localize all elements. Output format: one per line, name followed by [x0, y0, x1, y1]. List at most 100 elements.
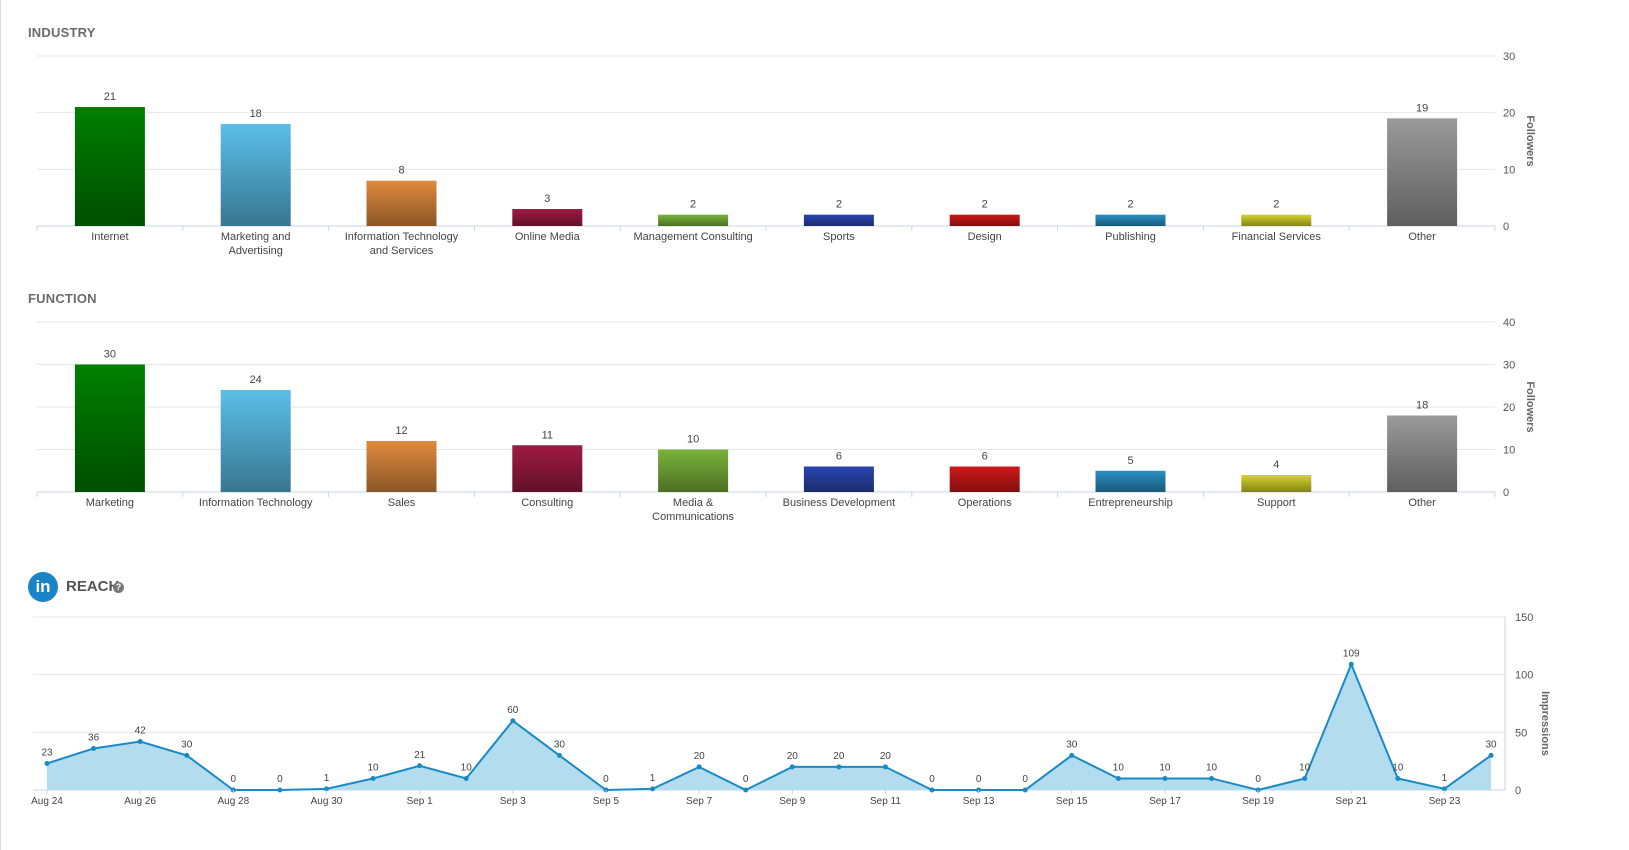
category-label: Management Consulting: [633, 231, 752, 243]
x-tick-label: Aug 24: [31, 796, 63, 807]
bar: [803, 466, 874, 492]
category-label: Operations: [958, 497, 1012, 509]
y-tick-label: 0: [1503, 487, 1509, 499]
data-point: [1395, 775, 1401, 781]
category-label: Advertising: [228, 245, 282, 257]
category-label: Marketing and: [221, 231, 291, 243]
data-label: 0: [603, 774, 609, 785]
category-label: and Services: [370, 245, 434, 257]
data-label: 23: [41, 747, 53, 758]
data-label: 11: [542, 429, 553, 441]
data-label: 30: [554, 739, 566, 750]
data-label: 10: [1299, 762, 1311, 773]
data-label: 10: [461, 762, 473, 773]
bar: [1241, 214, 1312, 226]
y-tick-label: 150: [1515, 612, 1533, 624]
data-point: [1348, 661, 1354, 667]
data-label: 1: [650, 773, 656, 784]
x-tick-label: Sep 3: [500, 796, 527, 807]
bar: [658, 214, 729, 226]
data-point: [277, 787, 283, 793]
y-axis-title: Impressions: [1539, 691, 1551, 756]
data-label: 30: [181, 739, 193, 750]
data-point: [836, 764, 842, 770]
data-label: 5: [1127, 455, 1133, 467]
data-point: [743, 787, 749, 793]
bar: [1387, 118, 1458, 226]
data-label: 20: [787, 751, 799, 762]
category-label: Information Technology: [199, 497, 313, 509]
bar: [220, 390, 291, 492]
x-tick-label: Aug 26: [124, 796, 156, 807]
data-label: 20: [833, 751, 845, 762]
x-tick-label: Sep 7: [686, 796, 713, 807]
data-label: 10: [1206, 762, 1218, 773]
y-tick-label: 0: [1503, 221, 1509, 233]
x-tick-label: Sep 5: [593, 796, 620, 807]
function-panel: FUNCTION 0 10 20 30 40 Followers 30 Marketing 24…: [28, 291, 1536, 523]
data-point: [417, 763, 423, 769]
data-label: 18: [1416, 400, 1428, 412]
y-tick-label: 50: [1515, 727, 1527, 739]
bar: [366, 441, 437, 492]
y-axis-title: Followers: [1524, 115, 1536, 166]
data-label: 42: [135, 726, 147, 737]
category-label: Sports: [823, 231, 855, 243]
data-point: [1209, 775, 1215, 781]
data-point: [91, 745, 97, 751]
data-label: 36: [88, 732, 100, 743]
x-tick-label: Sep 9: [779, 796, 806, 807]
data-label: 2: [982, 199, 988, 211]
data-point: [370, 775, 376, 781]
bar: [1095, 470, 1166, 492]
y-tick-label: 30: [1503, 360, 1515, 372]
bar: [366, 180, 437, 226]
category-label: Internet: [91, 231, 128, 243]
x-tick-label: Sep 11: [870, 796, 901, 807]
data-point: [650, 786, 656, 792]
help-icon[interactable]: ?: [113, 582, 124, 593]
bar: [1241, 475, 1312, 492]
bar: [949, 466, 1020, 492]
data-label: 0: [976, 774, 982, 785]
linkedin-icon: in: [28, 572, 58, 602]
bar: [658, 449, 729, 492]
bar: [512, 209, 583, 226]
x-tick-label: Aug 28: [217, 796, 249, 807]
y-tick-label: 40: [1503, 317, 1515, 329]
data-point: [556, 752, 562, 758]
y-tick-label: 20: [1503, 402, 1515, 414]
category-label: Publishing: [1105, 231, 1156, 243]
data-label: 0: [1255, 774, 1261, 785]
bar: [512, 445, 583, 492]
data-label: 10: [1159, 762, 1171, 773]
data-label: 0: [277, 774, 283, 785]
data-label: 24: [250, 374, 262, 386]
category-label: Online Media: [515, 231, 581, 243]
y-tick-label: 10: [1503, 164, 1515, 176]
data-point: [1115, 775, 1121, 781]
data-point: [1022, 787, 1028, 793]
data-label: 6: [836, 451, 842, 463]
data-label: 4: [1273, 459, 1279, 471]
data-label: 3: [544, 193, 550, 205]
data-point: [789, 764, 795, 770]
bar: [220, 124, 291, 226]
category-label: Marketing: [86, 497, 134, 509]
y-axis-title: Followers: [1524, 381, 1536, 432]
data-label: 2: [1273, 199, 1279, 211]
y-tick-label: 20: [1503, 108, 1515, 120]
data-label: 10: [368, 762, 380, 773]
data-label: 10: [1113, 762, 1125, 773]
x-tick-label: Sep 21: [1335, 796, 1367, 807]
data-point: [1488, 752, 1494, 758]
category-label: Other: [1408, 497, 1436, 509]
x-tick-label: Sep 19: [1242, 796, 1274, 807]
industry-title: INDUSTRY: [28, 25, 96, 40]
bar: [74, 364, 145, 492]
data-point: [882, 764, 888, 770]
data-point: [929, 787, 935, 793]
y-tick-label: 30: [1503, 51, 1515, 63]
data-label: 30: [1066, 739, 1078, 750]
